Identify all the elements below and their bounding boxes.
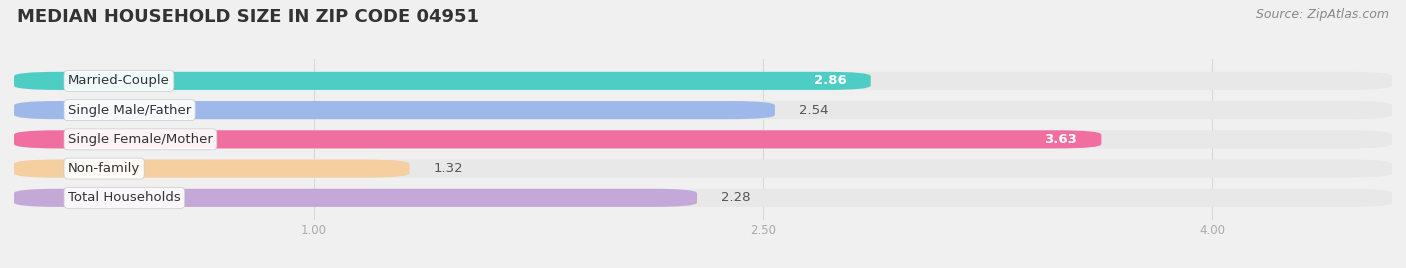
Text: 2.28: 2.28 <box>721 191 751 204</box>
FancyBboxPatch shape <box>14 159 1392 178</box>
Text: Single Female/Mother: Single Female/Mother <box>67 133 212 146</box>
Text: MEDIAN HOUSEHOLD SIZE IN ZIP CODE 04951: MEDIAN HOUSEHOLD SIZE IN ZIP CODE 04951 <box>17 8 479 26</box>
FancyBboxPatch shape <box>14 130 1392 148</box>
Text: 2.86: 2.86 <box>814 75 846 87</box>
FancyBboxPatch shape <box>14 189 697 207</box>
Text: 1.32: 1.32 <box>433 162 463 175</box>
Text: Source: ZipAtlas.com: Source: ZipAtlas.com <box>1256 8 1389 21</box>
FancyBboxPatch shape <box>14 159 409 178</box>
Text: Non-family: Non-family <box>67 162 141 175</box>
Text: Single Male/Father: Single Male/Father <box>67 104 191 117</box>
FancyBboxPatch shape <box>14 101 775 119</box>
Text: Total Households: Total Households <box>67 191 181 204</box>
FancyBboxPatch shape <box>14 72 870 90</box>
Text: Married-Couple: Married-Couple <box>67 75 170 87</box>
FancyBboxPatch shape <box>14 189 1392 207</box>
FancyBboxPatch shape <box>14 130 1101 148</box>
Text: 2.54: 2.54 <box>799 104 828 117</box>
FancyBboxPatch shape <box>14 101 1392 119</box>
FancyBboxPatch shape <box>14 72 1392 90</box>
Text: 3.63: 3.63 <box>1045 133 1077 146</box>
